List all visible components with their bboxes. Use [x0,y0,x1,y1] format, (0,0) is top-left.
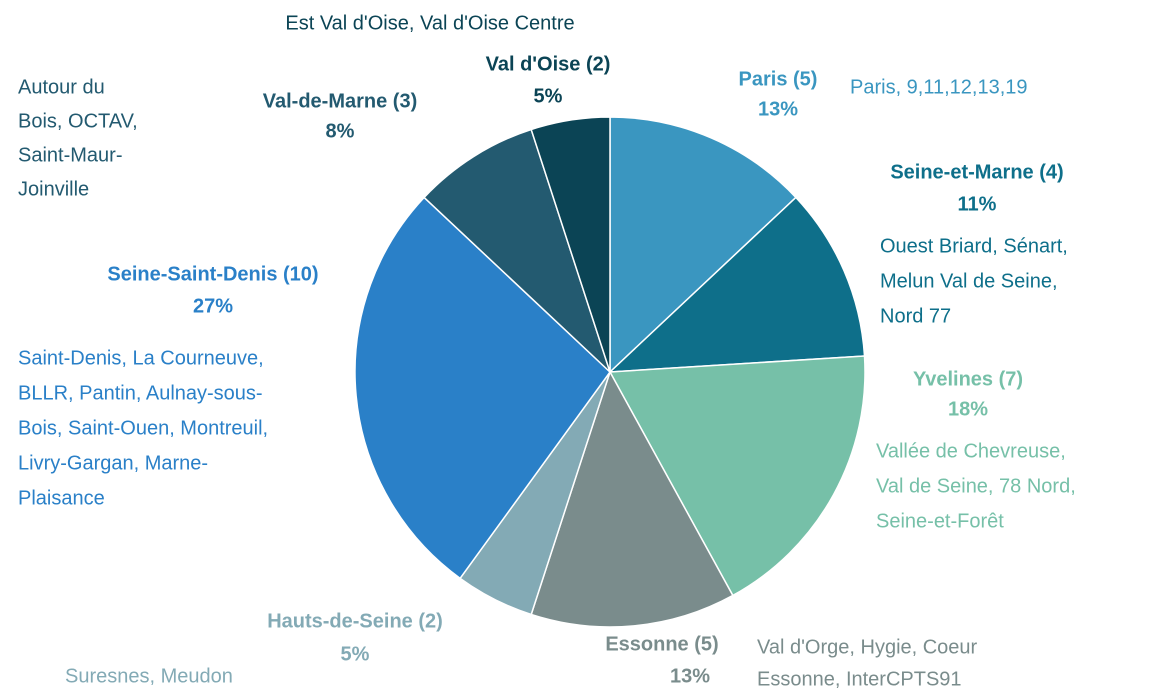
slice-description: Saint-Maur- [18,144,122,166]
slice-description: Suresnes, Meudon [65,665,233,687]
slice-label: Val-de-Marne (3) [263,90,417,112]
slice-label: Yvelines (7) [913,368,1023,390]
value-label: 8% [326,120,355,142]
value-label: 27% [193,295,233,317]
slice-label: Paris (5) [739,68,818,90]
slice-description: Val de Seine, 78 Nord, [876,475,1076,497]
pie-slice [530,370,734,628]
pie-slice [607,196,866,373]
slice-description: Bois, Saint-Ouen, Montreuil, [18,417,268,439]
pie-slice [354,196,611,580]
value-label: 13% [758,98,798,120]
slice-description: Ouest Briard, Sénart, [880,235,1068,257]
pie-slice [609,116,797,374]
pie-slice [608,355,866,597]
pie-slice [423,128,611,373]
value-label: 5% [534,85,563,107]
slice-description: Seine-et-Forêt [876,510,1004,532]
slice-description: Livry-Gargan, Marne- [18,452,208,474]
slice-description: Paris, 9,11,12,13,19 [850,76,1028,98]
slice-label: Seine-et-Marne (4) [890,161,1063,183]
value-label: 5% [341,643,370,665]
value-label: 13% [670,665,710,687]
value-label: 18% [948,398,988,420]
slice-description: Vallée de Chevreuse, [876,440,1066,462]
value-label: 11% [958,193,997,215]
slice-description: BLLR, Pantin, Aulnay-sous- [18,382,263,404]
slice-label: Seine-Saint-Denis (10) [107,263,318,285]
slice-description: Essonne, InterCPTS91 [757,668,962,690]
slice-description: Nord 77 [880,305,951,327]
slice-description: Plaisance [18,487,105,509]
slice-description: Val d'Orge, Hygie, Coeur [757,636,978,658]
slice-label: Val d'Oise (2) [486,53,611,75]
slice-description: Joinville [18,178,89,200]
slice-label: Hauts-de-Seine (2) [267,610,443,632]
slice-label: Essonne (5) [605,633,718,655]
pie-slice [530,116,611,373]
slice-description: Autour du [18,76,105,98]
slice-description: Est Val d'Oise, Val d'Oise Centre [285,12,574,34]
slice-description: Saint-Denis, La Courneuve, [18,347,264,369]
slice-description: Melun Val de Seine, [880,270,1058,292]
slice-description: Bois, OCTAV, [18,110,138,132]
